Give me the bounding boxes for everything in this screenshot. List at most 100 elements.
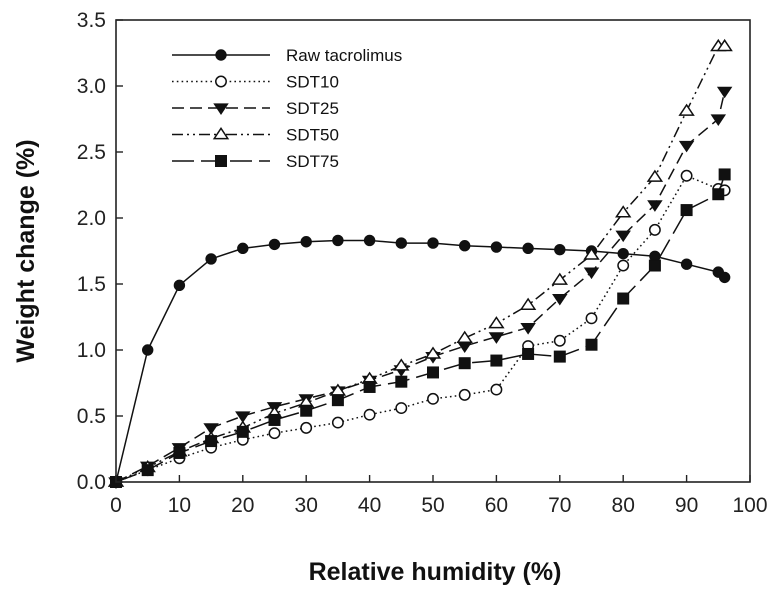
data-point	[459, 240, 471, 252]
data-point	[583, 267, 600, 280]
data-point	[648, 223, 661, 236]
data-point	[395, 375, 408, 388]
plot-frame	[115, 19, 751, 483]
data-point	[522, 347, 535, 360]
data-point	[583, 247, 600, 260]
legend-label: SDT75	[286, 152, 339, 171]
data-point	[554, 243, 566, 256]
data-point	[614, 205, 632, 218]
data-point	[552, 293, 568, 306]
series-sdt25	[108, 86, 733, 490]
data-point	[237, 242, 249, 255]
data-point	[332, 234, 344, 247]
legend-entry: SDT25	[172, 99, 339, 118]
data-point	[712, 188, 725, 201]
data-point	[678, 103, 695, 116]
series-sdt75	[110, 168, 731, 488]
data-point	[646, 169, 664, 182]
x-tick-label: 40	[358, 494, 381, 517]
data-point	[718, 168, 731, 181]
legend-marker	[215, 155, 227, 167]
data-point	[300, 421, 313, 434]
data-point	[647, 200, 663, 212]
legend-entry: Raw tacrolimus	[172, 46, 402, 65]
series-line	[115, 175, 725, 483]
legend-label: SDT10	[286, 73, 339, 92]
x-tick-label: 70	[548, 494, 571, 517]
legend-marker	[215, 75, 227, 88]
legend-label: Raw tacrolimus	[286, 46, 402, 65]
x-tick-label: 80	[612, 494, 635, 517]
x-tick-label: 60	[485, 494, 508, 517]
x-tick-label: 10	[168, 494, 191, 517]
data-point	[142, 344, 154, 356]
data-point	[395, 237, 407, 249]
data-point	[680, 258, 693, 270]
data-point	[395, 402, 408, 415]
data-point	[520, 322, 536, 335]
legend-marker	[215, 49, 227, 61]
data-point	[203, 423, 219, 435]
legend-entry: SDT10	[172, 73, 339, 92]
legend-label: SDT50	[286, 126, 339, 145]
data-point	[331, 416, 344, 429]
data-point	[718, 271, 731, 284]
x-tick-label: 100	[732, 494, 767, 517]
data-point	[205, 435, 218, 448]
data-point	[363, 234, 376, 247]
data-point	[300, 404, 313, 417]
y-tick-label: 0.0	[77, 471, 106, 494]
legend-marker	[213, 103, 229, 116]
data-point	[268, 427, 281, 440]
data-point	[680, 204, 693, 217]
data-point	[393, 358, 410, 371]
data-point	[553, 334, 566, 347]
chart-series	[107, 38, 733, 490]
data-point	[235, 411, 251, 424]
data-point	[268, 238, 281, 251]
data-point	[458, 388, 471, 401]
y-tick-label: 3.5	[77, 9, 106, 32]
y-tick-label: 2.5	[77, 141, 106, 164]
x-tick-label: 50	[421, 494, 444, 517]
legend-entry: SDT75	[172, 152, 339, 171]
series-sdt50	[107, 38, 733, 487]
data-point	[331, 394, 344, 407]
legend-marker	[212, 127, 230, 140]
legend: Raw tacrolimus SDT10 SDT25 SDT50 SDT75	[172, 46, 402, 171]
data-point	[363, 380, 376, 393]
data-point	[141, 464, 154, 477]
legend-label: SDT25	[286, 99, 339, 118]
x-tick-label: 20	[231, 494, 254, 517]
data-point	[680, 169, 693, 182]
data-point	[617, 292, 630, 305]
data-point	[458, 357, 471, 370]
data-point	[519, 297, 537, 310]
data-point	[678, 140, 695, 153]
data-point	[585, 338, 598, 351]
y-tick-label: 2.0	[77, 207, 106, 230]
series-line	[115, 45, 725, 483]
data-point	[427, 392, 439, 405]
data-point	[617, 247, 629, 260]
x-tick-label: 90	[675, 494, 698, 517]
data-point	[300, 236, 312, 248]
data-point	[490, 241, 503, 253]
data-point	[488, 316, 505, 329]
data-point	[716, 86, 733, 99]
data-point	[585, 312, 598, 325]
data-point	[490, 383, 503, 396]
legend-entry: SDT50	[172, 126, 339, 145]
data-point	[236, 425, 249, 438]
axis-ticks: 0 10 20 30 40 50 60 70 80 90 100 0.0 0.5 1.0 1.5 2.0 2.5…	[77, 9, 768, 517]
y-tick-label: 1.0	[77, 339, 106, 362]
data-point	[490, 354, 503, 367]
data-point	[710, 114, 727, 127]
data-point	[553, 350, 566, 363]
y-tick-label: 1.5	[77, 273, 106, 296]
x-tick-label: 0	[110, 494, 122, 517]
data-point	[648, 259, 661, 272]
y-tick-label: 0.5	[77, 405, 106, 428]
y-tick-label: 3.0	[77, 75, 106, 98]
